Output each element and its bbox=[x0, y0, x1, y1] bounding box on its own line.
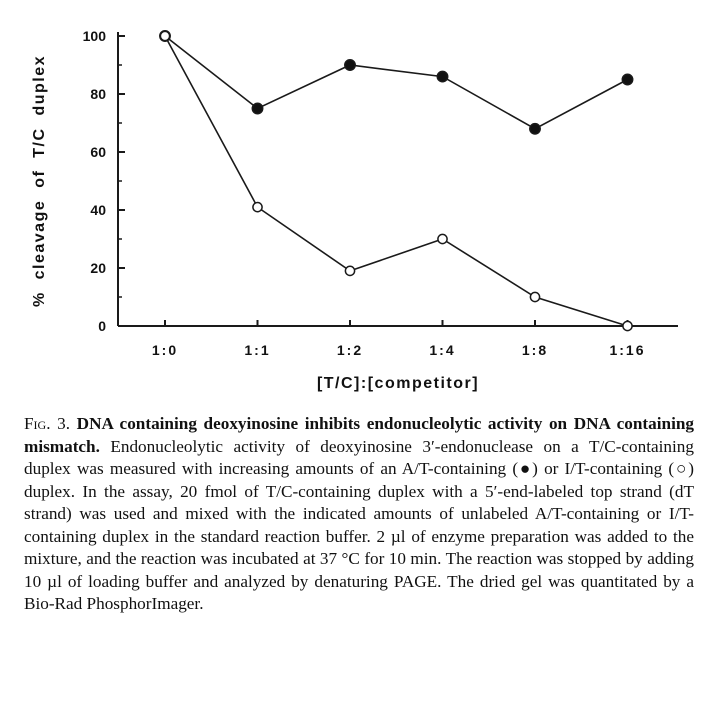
open-circle-point bbox=[344, 265, 356, 277]
y-axis-label: % cleavage of T/C duplex bbox=[31, 55, 48, 307]
filled-circle-point bbox=[436, 70, 449, 83]
x-tick-label: 1:16 bbox=[609, 342, 645, 358]
y-tick-label: 20 bbox=[90, 260, 106, 276]
y-tick-label: 40 bbox=[90, 202, 106, 218]
figure-number: Fig. 3. bbox=[24, 414, 71, 433]
open-circle-point bbox=[622, 320, 633, 332]
y-tick-labels: 0 20 40 60 80 100 bbox=[83, 28, 107, 334]
y-tick-label: 60 bbox=[90, 144, 106, 160]
figure-caption: Fig. 3. DNA containing deoxyinosine inhi… bbox=[24, 413, 694, 616]
open-circle-point bbox=[159, 30, 171, 42]
open-circle-point bbox=[437, 233, 448, 245]
filled-circle-point bbox=[529, 122, 541, 135]
y-tick-label: 80 bbox=[90, 86, 106, 102]
filled-circle-point bbox=[251, 102, 264, 115]
caption-body: Endonucleolytic activity of deoxyinosine… bbox=[24, 436, 694, 614]
figure-title: DNA containing deoxyinosine inhibits end… bbox=[24, 414, 694, 456]
x-tick-label: 1:1 bbox=[244, 342, 270, 358]
filled-circle-point bbox=[621, 73, 634, 86]
chart-area: 0 20 40 60 80 100 1:0 1:1 1:2 1:4 1:8 1:16 % cleav… bbox=[31, 28, 678, 392]
x-tick-label: 1:0 bbox=[152, 342, 178, 358]
open-circle-point bbox=[529, 291, 541, 303]
line-chart: 0 20 40 60 80 100 1:0 1:1 1:2 1:4 1:8 1:16 % cleav… bbox=[31, 28, 678, 392]
axes bbox=[117, 32, 678, 327]
series-lines bbox=[164, 35, 628, 327]
data-points bbox=[159, 30, 634, 332]
x-tick-label: 1:8 bbox=[522, 342, 548, 358]
x-tick-labels: 1:0 1:1 1:2 1:4 1:8 1:16 bbox=[152, 342, 645, 358]
x-tick-label: 1:4 bbox=[429, 342, 455, 358]
y-tick-label: 0 bbox=[98, 318, 106, 334]
series-line-1 bbox=[164, 35, 628, 130]
x-axis-label: [T/C]:[competitor] bbox=[317, 375, 479, 392]
series-line-2 bbox=[164, 35, 628, 327]
filled-circle-point bbox=[344, 59, 356, 71]
x-tick-label: 1:2 bbox=[337, 342, 363, 358]
open-circle-point bbox=[252, 201, 263, 213]
y-tick-label: 100 bbox=[83, 28, 107, 44]
